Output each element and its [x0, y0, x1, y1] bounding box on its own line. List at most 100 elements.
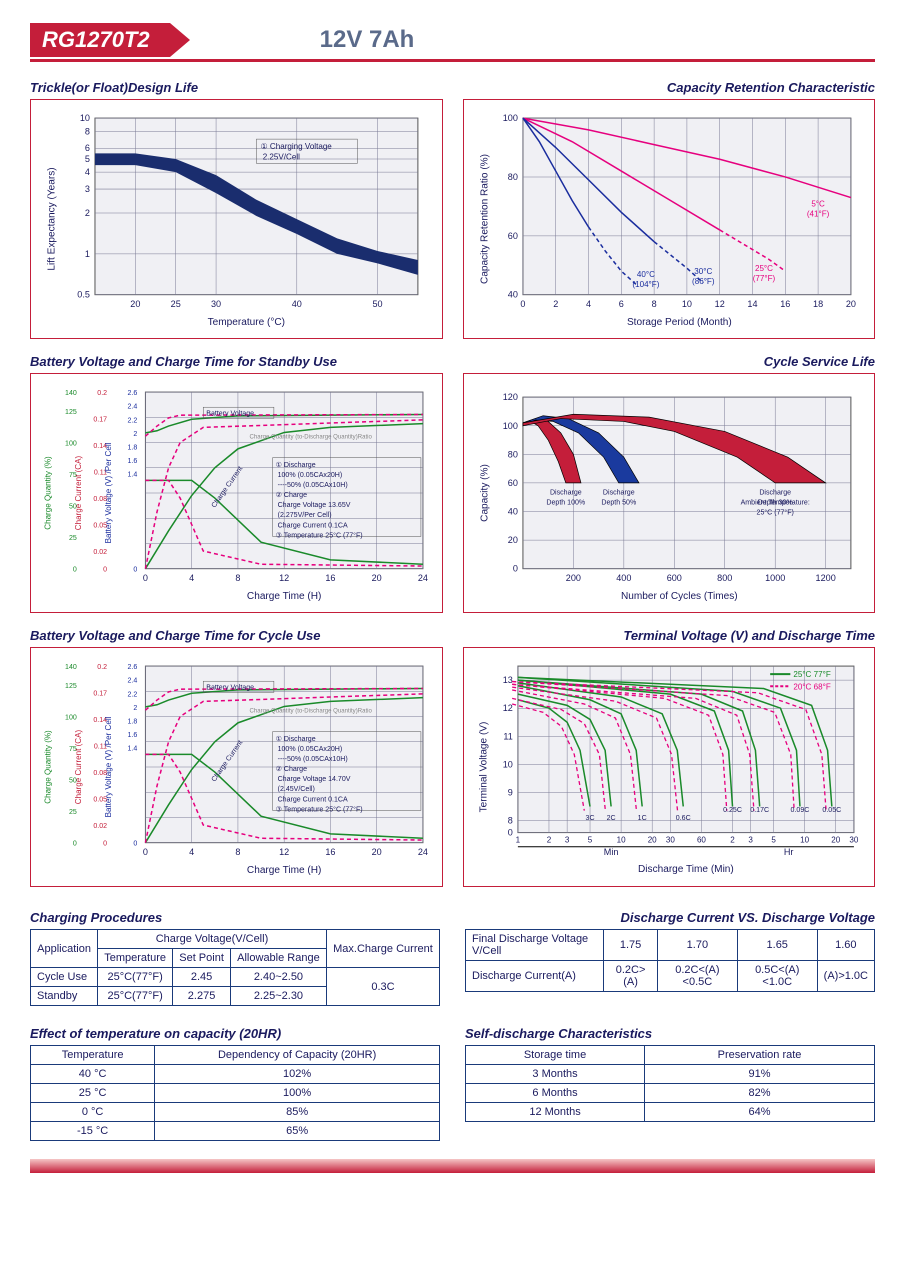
svg-text:600: 600: [666, 573, 681, 583]
svg-text:12: 12: [714, 299, 724, 309]
svg-text:Charge Quantity (to-Discharge: Charge Quantity (to-Discharge Quantity)R…: [249, 709, 372, 715]
svg-text:100: 100: [502, 113, 517, 123]
header-red-line: [30, 59, 875, 62]
chart-cyclelife: 20040060080010001200020406080100120Disch…: [463, 373, 876, 613]
svg-text:Temperature (°C): Temperature (°C): [208, 317, 285, 328]
svg-text:3: 3: [748, 836, 753, 845]
table-discharge-current: Final Discharge Voltage V/Cell1.751.701.…: [465, 929, 875, 992]
svg-text:50: 50: [372, 299, 382, 309]
svg-text:Capacity Retention Ratio (%): Capacity Retention Ratio (%): [479, 154, 490, 284]
svg-text:Battery Voltage: Battery Voltage: [206, 684, 254, 691]
svg-text:Terminal Voltage (V): Terminal Voltage (V): [478, 722, 489, 813]
svg-text:100: 100: [502, 421, 517, 431]
svg-text:Battery Voltage (V) /Per Cell: Battery Voltage (V) /Per Cell: [104, 442, 113, 543]
table-temp-effect: TemperatureDependency of Capacity (20HR)…: [30, 1045, 440, 1141]
svg-text:2.2: 2.2: [128, 691, 138, 698]
svg-text:2: 2: [553, 299, 558, 309]
svg-text:0.17: 0.17: [93, 691, 107, 698]
svg-text:25°C(77°F): 25°C(77°F): [752, 264, 775, 283]
svg-text:8: 8: [651, 299, 656, 309]
svg-text:30°C(86°F): 30°C(86°F): [692, 267, 715, 286]
svg-text:20: 20: [647, 836, 656, 845]
svg-text:1.6: 1.6: [128, 458, 138, 465]
svg-text:2: 2: [730, 836, 735, 845]
svg-text:8: 8: [85, 126, 90, 136]
svg-text:16: 16: [325, 847, 335, 857]
svg-text:11: 11: [503, 731, 512, 741]
svg-text:Storage Period (Month): Storage Period (Month): [626, 317, 731, 328]
svg-text:40: 40: [507, 507, 517, 517]
table-title-selfdischarge: Self-discharge Characteristics: [465, 1026, 875, 1041]
svg-text:20: 20: [845, 299, 855, 309]
svg-text:30: 30: [665, 836, 674, 845]
svg-text:100: 100: [65, 715, 77, 722]
svg-text:0: 0: [73, 841, 77, 848]
svg-text:0.2: 0.2: [97, 664, 107, 671]
svg-text:25: 25: [69, 809, 77, 816]
svg-text:Min: Min: [603, 847, 618, 857]
svg-text:60: 60: [507, 231, 517, 241]
svg-text:125: 125: [65, 409, 77, 416]
svg-text:0.09C: 0.09C: [790, 807, 809, 814]
svg-text:0.02: 0.02: [93, 549, 107, 556]
svg-text:0: 0: [103, 841, 107, 848]
chart-retention: 024681012141618204060801005°C(41°F)25°C(…: [463, 99, 876, 339]
svg-text:2: 2: [133, 705, 137, 712]
svg-text:25°C 77°F: 25°C 77°F: [793, 670, 830, 679]
svg-text:10: 10: [502, 759, 512, 769]
svg-text:6: 6: [85, 143, 90, 153]
svg-text:4: 4: [189, 573, 194, 583]
chart-title-cycleuse: Battery Voltage and Charge Time for Cycl…: [30, 628, 443, 643]
svg-text:Charge Quantity (%): Charge Quantity (%): [44, 456, 53, 530]
svg-text:20: 20: [507, 535, 517, 545]
svg-text:12: 12: [279, 847, 289, 857]
svg-text:1000: 1000: [765, 573, 785, 583]
svg-text:4: 4: [189, 847, 194, 857]
svg-text:2.2: 2.2: [128, 417, 138, 424]
svg-text:800: 800: [717, 573, 732, 583]
svg-text:1: 1: [515, 836, 520, 845]
svg-text:0.17C: 0.17C: [750, 807, 769, 814]
svg-text:6: 6: [618, 299, 623, 309]
svg-text:0: 0: [512, 564, 517, 574]
svg-text:5: 5: [587, 836, 592, 845]
svg-text:16: 16: [780, 299, 790, 309]
svg-text:12: 12: [279, 573, 289, 583]
svg-text:0.5: 0.5: [77, 290, 90, 300]
svg-text:80: 80: [507, 172, 517, 182]
chart-title-standby: Battery Voltage and Charge Time for Stan…: [30, 354, 443, 369]
svg-text:2C: 2C: [606, 815, 615, 822]
svg-text:8: 8: [235, 847, 240, 857]
svg-text:2: 2: [85, 208, 90, 218]
svg-text:24: 24: [418, 847, 428, 857]
chart-cycleuse: 0255075100125140Charge Quantity (%)00.02…: [30, 647, 443, 887]
svg-text:10: 10: [616, 836, 625, 845]
svg-text:2.6: 2.6: [128, 390, 138, 397]
table-title-temp: Effect of temperature on capacity (20HR): [30, 1026, 440, 1041]
model-badge: RG1270T2: [30, 23, 170, 57]
svg-text:1.8: 1.8: [128, 444, 138, 451]
svg-text:10: 10: [80, 113, 90, 123]
svg-text:9: 9: [507, 787, 512, 797]
svg-text:5: 5: [85, 154, 90, 164]
svg-text:80: 80: [507, 449, 517, 459]
svg-text:Discharge Time (Min): Discharge Time (Min): [638, 864, 734, 875]
svg-text:0.17: 0.17: [93, 417, 107, 424]
svg-text:4: 4: [85, 167, 90, 177]
svg-text:0: 0: [507, 828, 512, 838]
svg-text:18: 18: [813, 299, 823, 309]
svg-text:12: 12: [502, 703, 512, 713]
svg-text:25: 25: [69, 535, 77, 542]
svg-text:0.05C: 0.05C: [822, 807, 841, 814]
svg-text:1C: 1C: [637, 815, 646, 822]
svg-text:20: 20: [372, 847, 382, 857]
svg-text:1: 1: [85, 249, 90, 259]
svg-text:0: 0: [103, 567, 107, 574]
svg-text:125: 125: [65, 683, 77, 690]
svg-text:0.25C: 0.25C: [723, 807, 742, 814]
svg-text:16: 16: [325, 573, 335, 583]
svg-text:60: 60: [507, 478, 517, 488]
table-title-discharge: Discharge Current VS. Discharge Voltage: [465, 910, 875, 925]
svg-text:1.8: 1.8: [128, 718, 138, 725]
svg-text:0.2: 0.2: [97, 390, 107, 397]
